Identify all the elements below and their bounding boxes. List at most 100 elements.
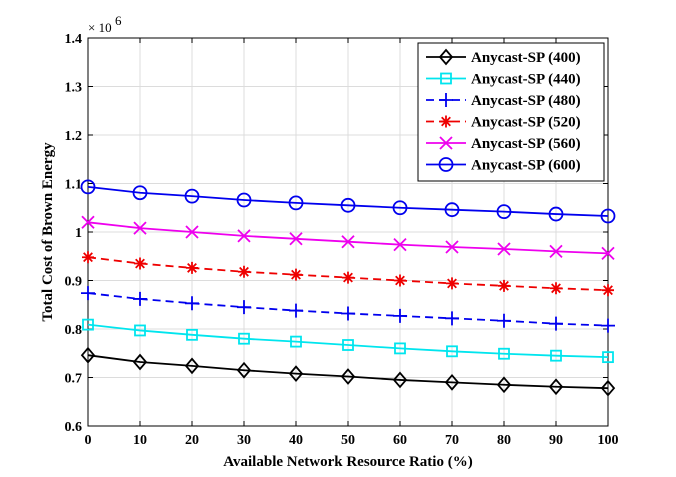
x-tick-label: 20 xyxy=(185,433,199,448)
series-line xyxy=(87,354,609,390)
data-point xyxy=(446,277,458,290)
data-point xyxy=(496,204,512,220)
x-tick-label: 50 xyxy=(341,433,355,448)
legend-item: Anycast-SP (480) xyxy=(426,93,581,109)
y-axis-label: Total Cost of Brown Energy xyxy=(40,142,56,322)
x-tick-label: 70 xyxy=(445,433,459,448)
data-point xyxy=(80,179,96,195)
data-point xyxy=(289,232,303,246)
data-point xyxy=(341,235,355,249)
x-tick-label: 90 xyxy=(549,433,563,448)
y-tick-label: 1.2 xyxy=(65,129,83,144)
data-point xyxy=(601,246,615,260)
x-tick-label: 40 xyxy=(289,433,303,448)
data-point xyxy=(132,185,148,201)
data-point xyxy=(550,349,562,362)
data-point xyxy=(549,316,563,331)
data-point xyxy=(82,318,94,331)
legend-item: Anycast-SP (520) xyxy=(426,115,581,131)
x-tick-label: 100 xyxy=(598,433,619,448)
series-5 xyxy=(80,179,616,224)
y-tick-label: 1 xyxy=(75,226,82,241)
y-multiplier-base: × 10 xyxy=(88,20,112,35)
series-line xyxy=(87,186,609,217)
legend-marker xyxy=(438,48,454,66)
legend-label: Anycast-SP (400) xyxy=(471,50,581,66)
axis-ticks: 0 10 20 30 40 50 60 70 80 90 100 0.6 0.7 0.8 0.9 1 1.1 1.… xyxy=(65,32,619,448)
series-1 xyxy=(82,318,614,364)
data-point xyxy=(82,251,94,264)
data-point xyxy=(601,318,615,333)
data-point xyxy=(444,202,460,218)
data-point xyxy=(393,237,407,252)
legend-label: Anycast-SP (440) xyxy=(471,72,581,88)
legend-label: Anycast-SP (600) xyxy=(471,158,581,174)
data-point xyxy=(496,376,512,394)
data-point xyxy=(548,206,564,222)
x-tick-label: 60 xyxy=(393,433,407,448)
data-point xyxy=(548,378,564,396)
data-point xyxy=(446,345,458,358)
series-line xyxy=(87,323,609,359)
data-point xyxy=(236,192,252,208)
x-tick-label: 30 xyxy=(237,433,251,448)
data-point xyxy=(341,306,355,321)
x-tick-label: 10 xyxy=(133,433,147,448)
data-point xyxy=(392,200,408,216)
legend-marker xyxy=(440,72,452,85)
x-tick-label: 0 xyxy=(85,433,92,448)
data-point xyxy=(602,284,614,297)
x-tick-label: 80 xyxy=(497,433,511,448)
legend-label: Anycast-SP (520) xyxy=(471,115,581,131)
data-point xyxy=(81,286,95,301)
data-point xyxy=(342,339,354,351)
data-point xyxy=(237,300,251,315)
data-point xyxy=(497,242,511,256)
data-point xyxy=(550,282,562,295)
data-point xyxy=(498,347,510,360)
data-point xyxy=(185,225,199,239)
y-tick-label: 1.3 xyxy=(65,81,83,96)
data-point xyxy=(186,328,198,341)
y-tick-label: 0.7 xyxy=(65,372,83,387)
data-point xyxy=(80,346,96,364)
data-point xyxy=(392,371,408,389)
data-point xyxy=(288,365,304,383)
series-3 xyxy=(82,251,614,297)
x-axis-label: Available Network Resource Ratio (%) xyxy=(223,454,472,470)
data-point xyxy=(289,303,303,318)
series-2 xyxy=(81,286,615,333)
data-point xyxy=(549,244,563,259)
series-layer xyxy=(80,179,616,397)
legend: Anycast-SP (400) Anycast-SP (440) Anycast-… xyxy=(417,42,605,182)
data-point xyxy=(237,229,251,243)
data-point xyxy=(134,324,146,337)
data-point xyxy=(393,308,407,323)
y-tick-label: 0.6 xyxy=(65,420,83,435)
data-point xyxy=(445,311,459,326)
data-point xyxy=(600,379,616,397)
data-point xyxy=(394,274,406,287)
data-point xyxy=(602,351,614,364)
data-point xyxy=(184,357,200,375)
data-point xyxy=(133,221,147,235)
data-point xyxy=(600,208,616,224)
legend-item: Anycast-SP (440) xyxy=(426,72,581,88)
y-axis-multiplier: × 10 6 xyxy=(88,13,122,35)
y-tick-label: 0.9 xyxy=(65,275,83,290)
legend-marker xyxy=(439,136,453,150)
data-point xyxy=(81,215,95,229)
data-point xyxy=(238,265,250,278)
legend-item: Anycast-SP (400) xyxy=(426,48,581,66)
data-point xyxy=(133,291,147,306)
data-point xyxy=(236,361,252,379)
data-point xyxy=(290,335,302,348)
data-point xyxy=(288,195,304,211)
y-multiplier-exponent: 6 xyxy=(115,13,122,28)
series-4 xyxy=(81,215,615,260)
legend-label: Anycast-SP (560) xyxy=(471,136,581,152)
data-point xyxy=(498,279,510,292)
data-point xyxy=(497,313,511,328)
series-0 xyxy=(80,346,616,397)
legend-marker xyxy=(440,115,452,128)
